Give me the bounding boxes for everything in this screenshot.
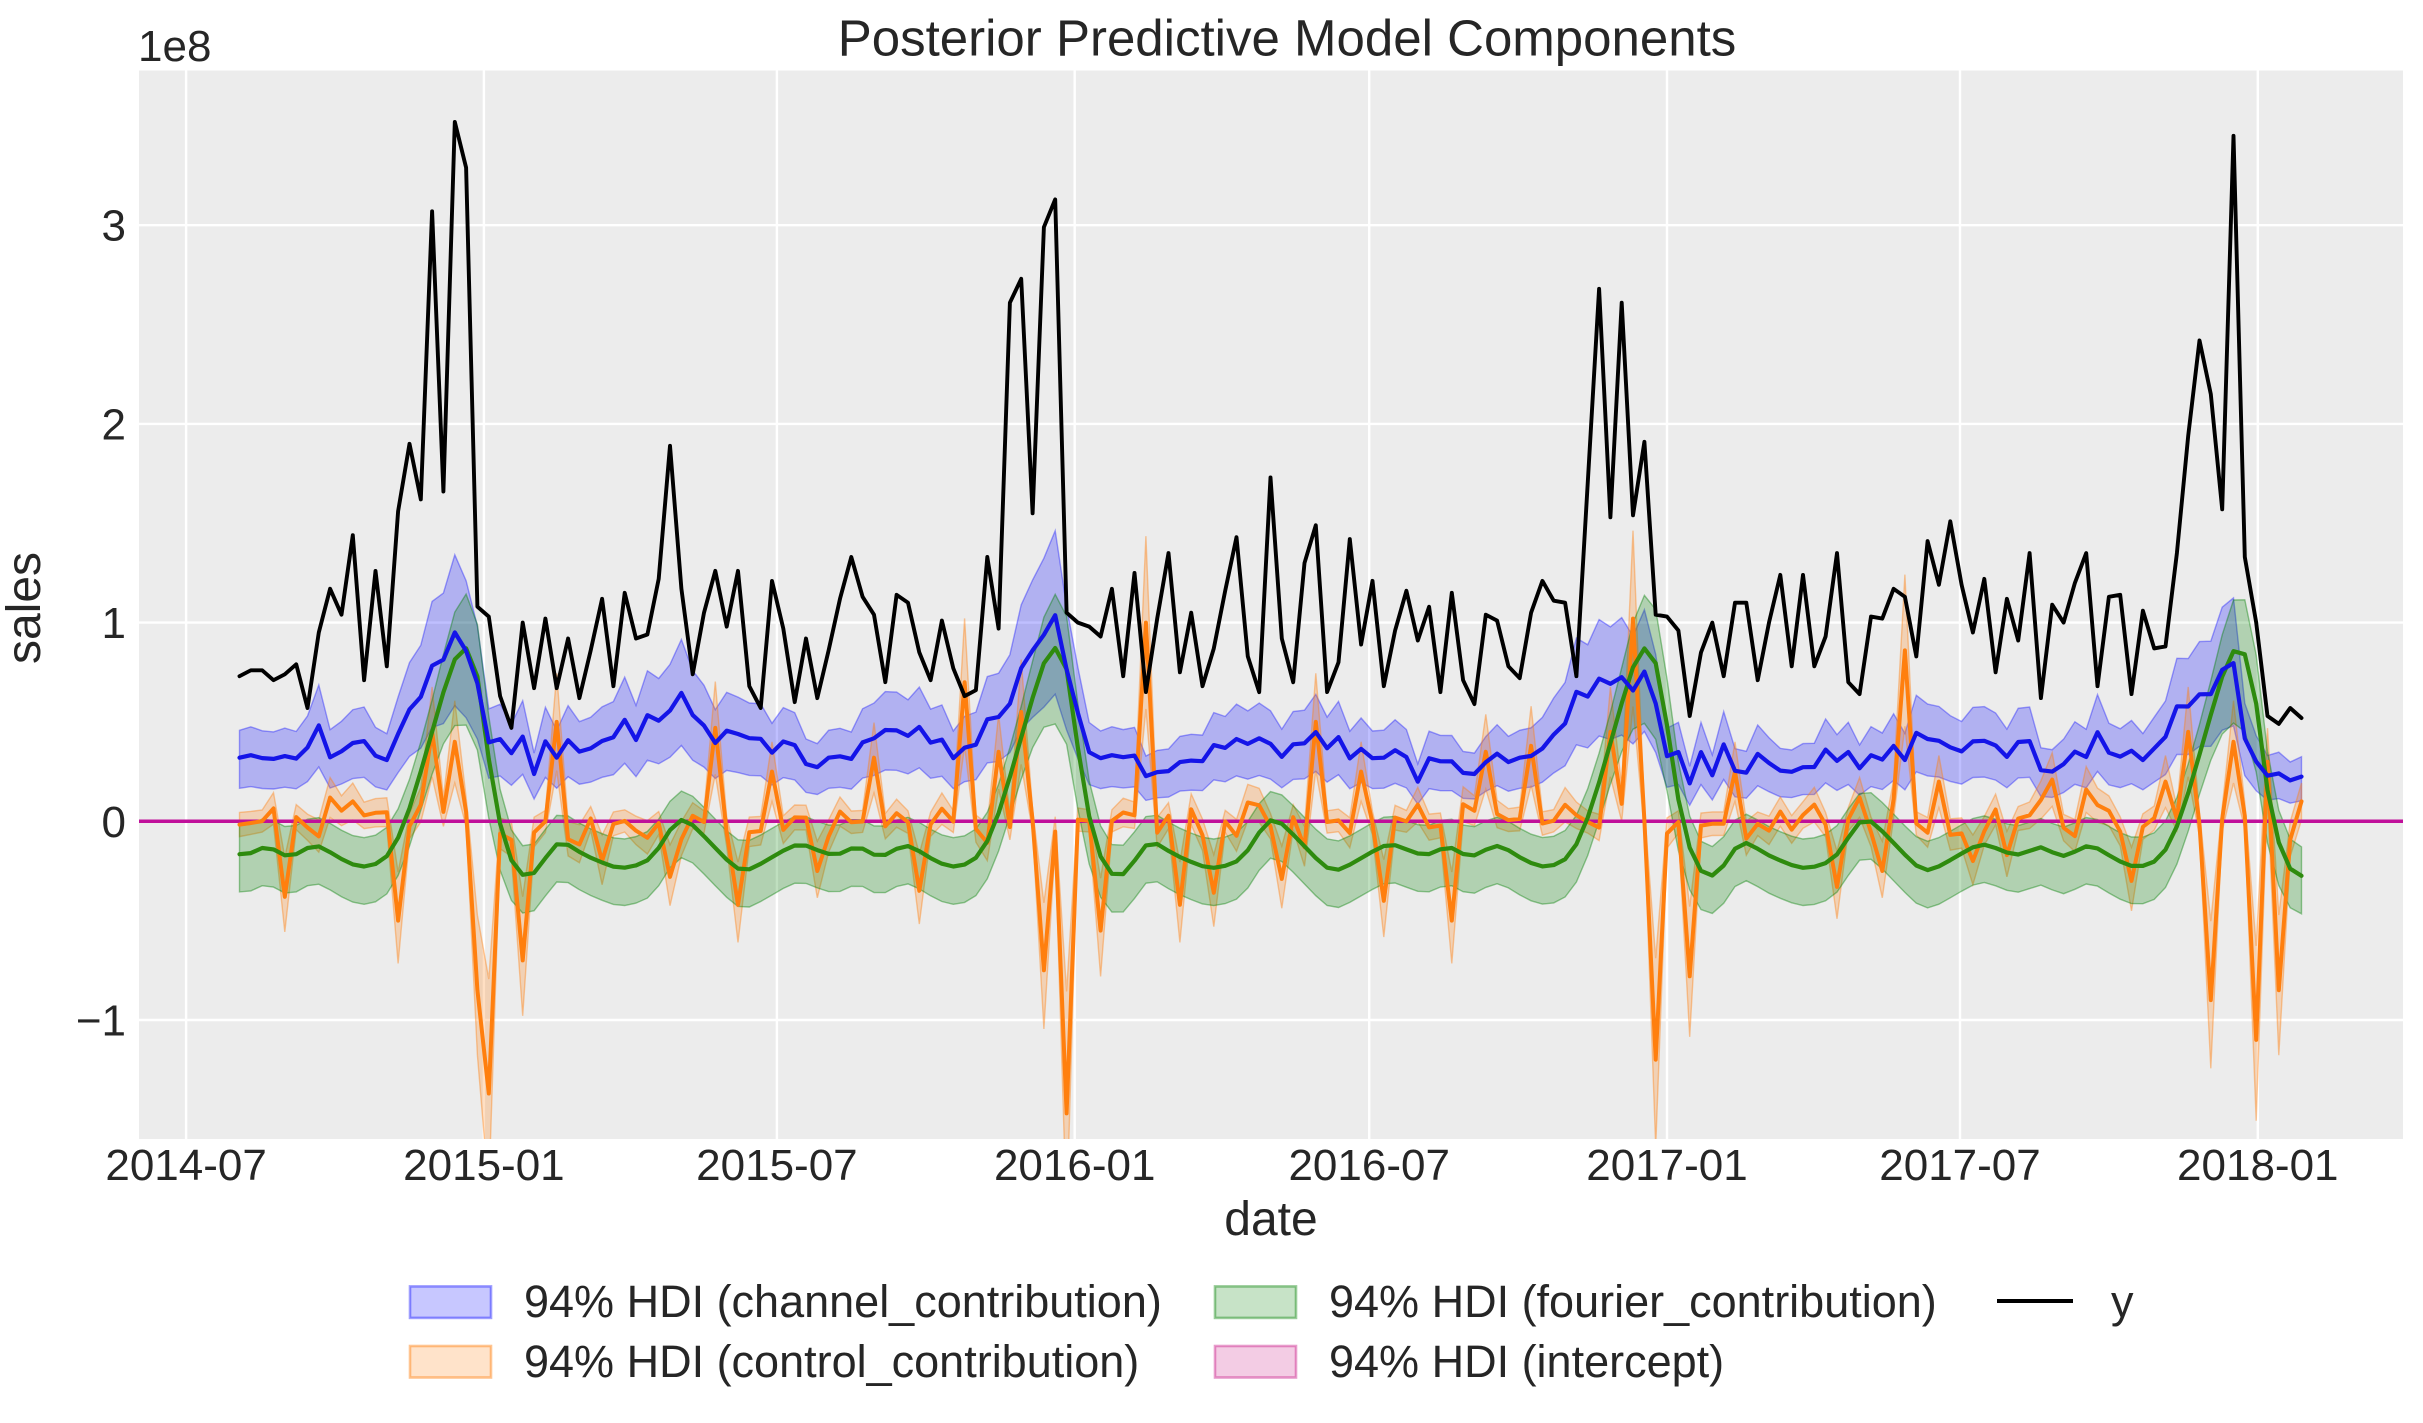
svg-text:2014-07: 2014-07 (105, 1141, 266, 1190)
svg-text:y: y (2111, 1276, 2134, 1327)
svg-text:0: 0 (102, 798, 126, 847)
svg-text:2: 2 (102, 400, 126, 449)
svg-text:2017-07: 2017-07 (1879, 1141, 2040, 1190)
svg-text:94% HDI (intercept): 94% HDI (intercept) (1329, 1336, 1724, 1387)
svg-text:sales: sales (0, 552, 51, 664)
svg-text:3: 3 (102, 202, 126, 251)
svg-text:1e8: 1e8 (138, 22, 211, 71)
svg-text:94% HDI (channel_contribution): 94% HDI (channel_contribution) (524, 1276, 1162, 1327)
svg-text:2017-01: 2017-01 (1586, 1141, 1747, 1190)
svg-text:2015-01: 2015-01 (403, 1141, 564, 1190)
svg-text:1: 1 (102, 599, 126, 648)
svg-text:2018-01: 2018-01 (2177, 1141, 2338, 1190)
svg-text:2015-07: 2015-07 (696, 1141, 857, 1190)
svg-text:2016-07: 2016-07 (1288, 1141, 1449, 1190)
svg-text:94% HDI (control_contribution): 94% HDI (control_contribution) (524, 1336, 1139, 1387)
svg-text:−1: −1 (76, 997, 126, 1046)
svg-text:date: date (1224, 1193, 1317, 1246)
svg-text:94% HDI (fourier_contribution): 94% HDI (fourier_contribution) (1329, 1276, 1937, 1327)
svg-text:Posterior Predictive Model Com: Posterior Predictive Model Components (838, 10, 1737, 67)
svg-text:2016-01: 2016-01 (994, 1141, 1155, 1190)
